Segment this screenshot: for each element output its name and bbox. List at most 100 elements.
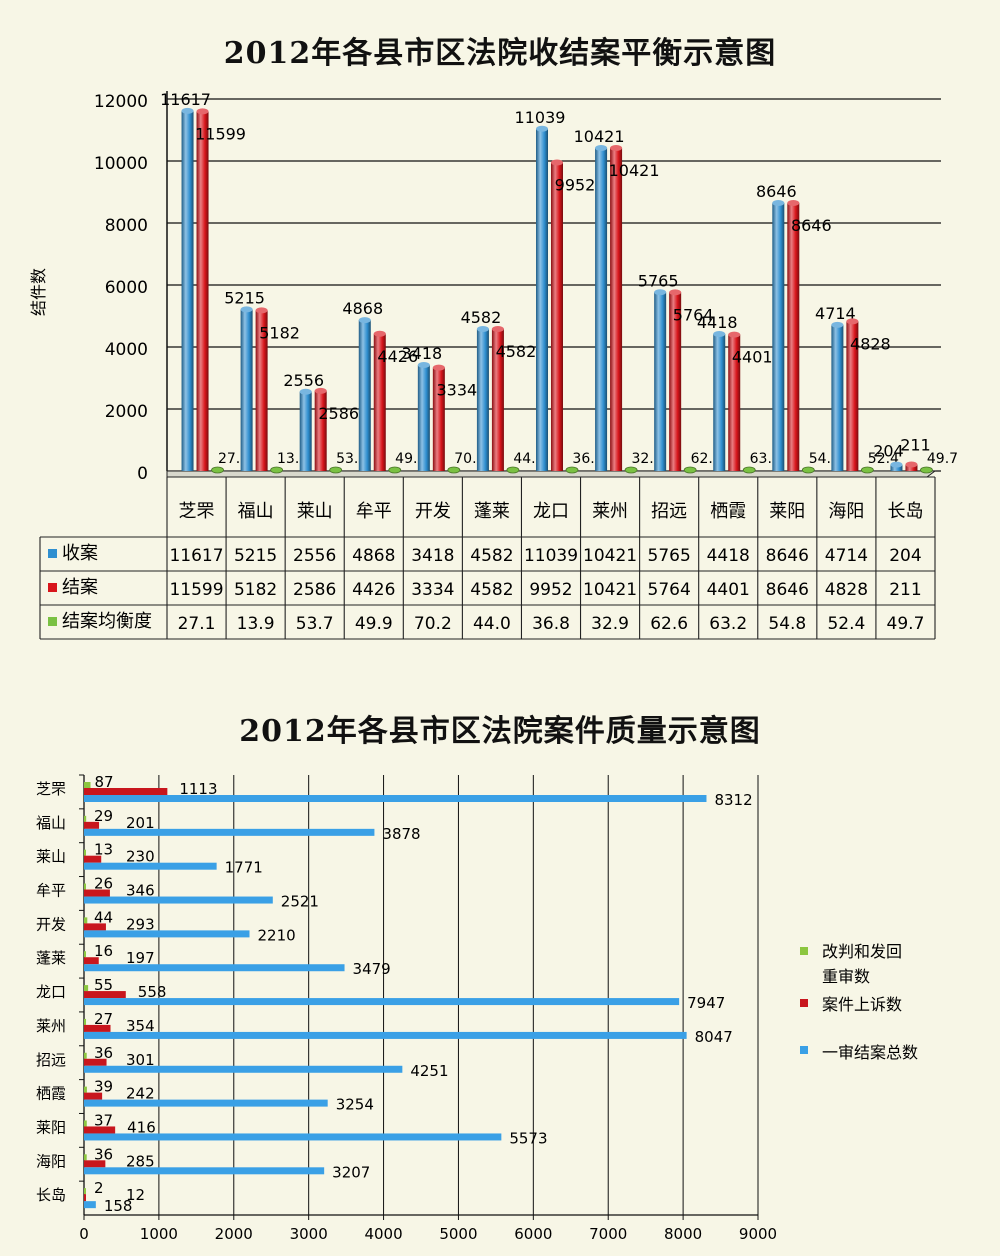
bar-received-cap: [595, 144, 608, 151]
bar-appeal: [84, 1092, 103, 1100]
x-tick-label: 1000: [140, 1225, 178, 1243]
case-balance-chart: 0 2000 4000 6000 8000 10000 12000 结件数 11617 11599…: [29, 90, 958, 640]
bar-retrial: [84, 1188, 86, 1195]
bar-appeal: [84, 923, 106, 931]
data-label-first-instance: 2521: [281, 893, 319, 911]
data-label-first-instance: 3254: [336, 1096, 374, 1114]
table-cell: 54.8: [768, 614, 806, 634]
data-label-retrial: 44: [94, 908, 113, 926]
bar-balance: [211, 466, 224, 474]
bar-balance: [565, 466, 579, 474]
x-tick-label: 8000: [664, 1225, 702, 1243]
bar-closed: [255, 310, 268, 471]
category-label: 莱州: [592, 501, 628, 522]
table-cell: 8646: [766, 580, 809, 600]
bar-appeal: [84, 1024, 111, 1032]
data-label-closed: 3334: [436, 381, 477, 400]
category-label: 招远: [651, 501, 687, 522]
data-label-received: 5765: [638, 271, 679, 290]
bar-received-cap: [358, 317, 371, 324]
table-cell: 4828: [825, 580, 868, 600]
bar-first-instance: [84, 1031, 687, 1039]
data-label-first-instance: 158: [104, 1197, 133, 1215]
bar-appeal: [84, 889, 110, 897]
bar-first-instance: [84, 1167, 325, 1175]
bar-received-cap: [536, 125, 548, 132]
data-label-appeal: 346: [126, 882, 155, 900]
category-label: 招远: [36, 1051, 66, 1069]
table-cell: 62.6: [650, 614, 688, 634]
bar-first-instance: [84, 862, 217, 870]
data-label-balance: 52.4: [868, 451, 899, 467]
bar-first-instance: [84, 1099, 328, 1107]
data-label-closed: 4426: [377, 347, 418, 366]
table-cell: 27.1: [178, 614, 216, 634]
bar-retrial: [84, 1052, 87, 1059]
data-label-retrial: 36: [94, 1145, 113, 1163]
table-cell: 3334: [411, 580, 454, 600]
legend-label: 改判和发回: [822, 942, 902, 961]
category-label: 长岛: [887, 501, 923, 522]
data-label-appeal: 558: [138, 983, 167, 1001]
category-label: 海阳: [828, 501, 864, 522]
bar-received-cap: [417, 362, 430, 369]
data-label-balance: 49.7: [927, 451, 958, 467]
bar-retrial: [84, 782, 91, 788]
data-label-retrial: 55: [94, 976, 113, 994]
bar-received: [417, 365, 430, 471]
x-tick-label: 0: [79, 1225, 89, 1243]
x-tick-label: 2000: [215, 1225, 253, 1243]
table-cell: 63.2: [709, 614, 747, 634]
bar-closed: [196, 111, 209, 471]
bar-closed-cap: [846, 318, 859, 325]
bar-received-cap: [831, 321, 844, 328]
bar-appeal: [84, 1160, 106, 1168]
bar-appeal: [84, 788, 168, 795]
data-label-appeal: 293: [126, 915, 155, 933]
legend-key: [48, 583, 57, 592]
bar-retrial: [84, 985, 89, 992]
table-cell: 204: [889, 546, 921, 566]
table-cell: 11599: [169, 580, 223, 600]
bar-received: [476, 328, 489, 471]
table-cell: 4582: [470, 546, 513, 566]
data-label-received: 8646: [756, 182, 797, 201]
table-cell: 4418: [707, 546, 750, 566]
chart1-title: 2012年各县市区法院收结案平衡示意图: [223, 36, 777, 71]
data-label-retrial: 37: [94, 1111, 113, 1129]
y-tick-label: 8000: [105, 216, 148, 236]
data-label-closed: 5182: [259, 323, 300, 342]
data-label-received: 11617: [160, 90, 211, 109]
x-tick-label: 3000: [290, 1225, 328, 1243]
data-label-received: 10421: [574, 127, 625, 146]
bar-appeal: [84, 1194, 86, 1202]
category-label: 莱山: [36, 848, 66, 866]
bar-balance: [801, 466, 815, 474]
bar-received: [595, 147, 608, 471]
bar-retrial: [84, 1018, 87, 1025]
bar-received-cap: [654, 289, 667, 296]
bar-balance: [860, 466, 874, 474]
table-cell: 2586: [293, 580, 336, 600]
bar-received: [358, 320, 371, 471]
bar-first-instance: [84, 930, 250, 938]
data-label-appeal: 285: [126, 1152, 155, 1170]
bar-appeal: [84, 1058, 107, 1066]
data-label-closed: 11599: [195, 124, 246, 143]
data-label-closed: 2586: [318, 404, 359, 423]
y-axis-label: 结件数: [29, 268, 48, 316]
bar-closed: [669, 292, 682, 471]
bar-received: [831, 324, 844, 471]
category-label: 蓬莱: [474, 501, 510, 522]
table-cell: 8646: [766, 546, 809, 566]
bar-first-instance: [84, 828, 375, 836]
bar-first-instance: [84, 896, 273, 904]
data-label-first-instance: 5573: [509, 1129, 547, 1147]
data-label-received: 204: [873, 442, 904, 461]
category-label: 芝罘: [36, 780, 66, 798]
bar-retrial: [84, 849, 86, 856]
bar-balance: [270, 466, 284, 474]
data-label-received: 5215: [224, 288, 265, 307]
bar-closed-cap: [373, 330, 386, 337]
data-label-received: 3418: [401, 344, 442, 363]
